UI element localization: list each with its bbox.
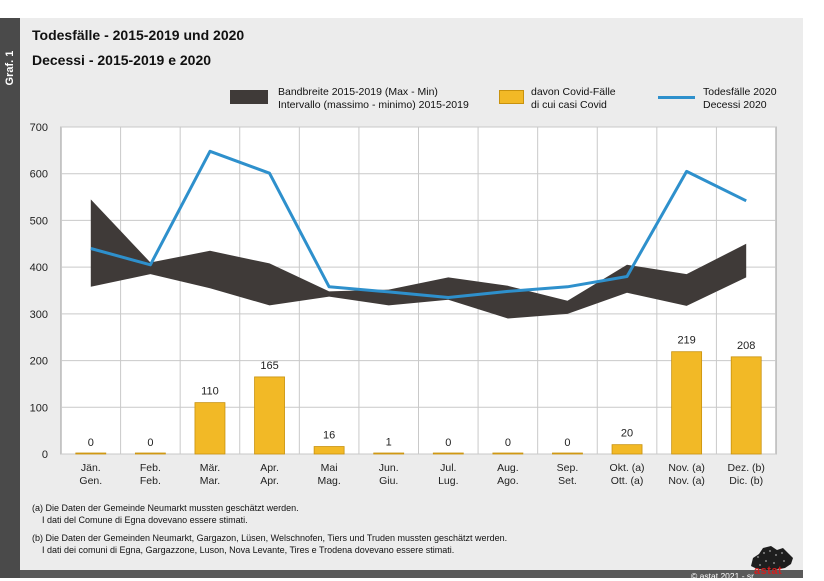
covid-bar-label: 219 xyxy=(677,335,695,347)
x-tick-label-de: Dez. (b) xyxy=(728,462,765,474)
footnote-a: (a) Die Daten der Gemeinde Neumarkt muss… xyxy=(32,502,299,526)
covid-bar xyxy=(254,376,285,455)
chart-title-german: Todesfälle - 2015-2019 und 2020 xyxy=(32,27,245,43)
covid-bar xyxy=(134,452,166,455)
x-tick-label-de: Jul. xyxy=(440,462,456,474)
x-tick-label-it: Lug. xyxy=(438,475,458,487)
x-tick-label-it: Gen. xyxy=(79,475,102,487)
legend-label-deaths-it: Decessi 2020 xyxy=(703,99,767,111)
covid-bar xyxy=(432,452,464,455)
x-tick-label-it: Ott. (a) xyxy=(611,475,644,487)
x-tick-label-it: Giu. xyxy=(379,475,398,487)
astat-logo xyxy=(751,546,793,570)
x-tick-label-de: Nov. (a) xyxy=(668,462,705,474)
y-tick-label: 500 xyxy=(30,215,48,227)
covid-bar xyxy=(611,444,643,455)
footnote-b-it: I dati dei comuni di Egna, Gargazzone, L… xyxy=(42,545,455,555)
footnote-b: (b) Die Daten der Gemeinden Neumarkt, Ga… xyxy=(32,532,507,556)
deaths-2020-line xyxy=(90,149,747,299)
covid-bar-label: 0 xyxy=(88,437,94,449)
x-tick-label-it: Nov. (a) xyxy=(668,475,705,487)
footer-bar xyxy=(20,570,803,578)
covid-bar-label: 16 xyxy=(323,430,335,442)
x-tick-label-de: Okt. (a) xyxy=(610,462,645,474)
y-tick-label: 0 xyxy=(42,449,48,461)
covid-bar-label: 208 xyxy=(737,340,755,352)
legend-label-covid: davon Covid-Fälle di cui casi Covid xyxy=(531,86,616,112)
x-tick-label-it: Ago. xyxy=(497,475,519,487)
x-tick-label-de: Jän. xyxy=(81,462,101,474)
legend-label-range: Bandbreite 2015-2019 (Max - Min) Interva… xyxy=(278,86,469,112)
covid-bar xyxy=(671,351,703,455)
y-tick-label: 200 xyxy=(30,356,48,368)
covid-bar-label: 0 xyxy=(564,437,570,449)
footnote-a-it: I dati del Comune di Egna dovevano esser… xyxy=(42,515,248,525)
covid-bar xyxy=(194,402,226,455)
legend-swatch-deaths xyxy=(658,96,695,99)
legend-label-range-de: Bandbreite 2015-2019 (Max - Min) xyxy=(278,86,438,98)
x-tick-label-it: Dic. (b) xyxy=(729,475,763,487)
y-tick-label: 600 xyxy=(30,169,48,181)
x-tick-label-de: Sep. xyxy=(557,462,579,474)
legend-label-range-it: Intervallo (massimo - minimo) 2015-2019 xyxy=(278,99,469,111)
x-tick-label-it: Set. xyxy=(558,475,577,487)
legend-label-covid-de: davon Covid-Fälle xyxy=(531,86,616,98)
covid-bar xyxy=(492,452,524,455)
covid-bar-label: 0 xyxy=(505,437,511,449)
footnote-b-de: (b) Die Daten der Gemeinden Neumarkt, Ga… xyxy=(32,533,508,543)
covid-bar xyxy=(75,452,107,455)
legend-label-deaths-de: Todesfälle 2020 xyxy=(703,86,777,98)
legend-swatch-covid xyxy=(499,90,524,104)
covid-bar-label: 0 xyxy=(147,437,153,449)
y-tick-label: 100 xyxy=(30,402,48,414)
x-tick-label-it: Apr. xyxy=(260,475,279,487)
astat-logo-text: astat xyxy=(754,565,783,577)
chart-title-italian: Decessi - 2015-2019 e 2020 xyxy=(32,52,212,68)
x-tick-label-de: Apr. xyxy=(260,462,279,474)
covid-bar xyxy=(373,452,405,455)
side-tab: Graf. 1 xyxy=(0,18,20,578)
covid-bar-label: 1 xyxy=(386,437,392,449)
legend-swatch-range xyxy=(230,90,268,104)
x-tick-label-de: Feb. xyxy=(140,462,161,474)
legend-label-deaths: Todesfälle 2020 Decessi 2020 xyxy=(703,86,777,112)
x-tick-label-it: Mag. xyxy=(317,475,340,487)
legend-label-covid-it: di cui casi Covid xyxy=(531,99,607,111)
range-band-area xyxy=(90,199,747,319)
footnote-a-de: (a) Die Daten der Gemeinde Neumarkt muss… xyxy=(32,503,299,513)
x-tick-label-de: Mai xyxy=(321,462,338,474)
x-tick-label-de: Aug. xyxy=(497,462,519,474)
copyright-credit: © astat 2021 - sr xyxy=(691,571,754,581)
x-tick-label-de: Mär. xyxy=(200,462,220,474)
x-tick-label-de: Jun. xyxy=(379,462,399,474)
y-tick-label: 300 xyxy=(30,309,48,321)
y-tick-label: 400 xyxy=(30,262,48,274)
covid-bar xyxy=(313,446,345,455)
covid-bar-label: 0 xyxy=(445,437,451,449)
covid-bar-label: 110 xyxy=(201,386,219,398)
covid-bar xyxy=(730,356,762,455)
x-tick-label-it: Mar. xyxy=(200,475,220,487)
covid-bar xyxy=(552,452,583,455)
x-tick-label-it: Feb. xyxy=(140,475,161,487)
covid-bar-label: 20 xyxy=(621,428,633,440)
covid-bar-label: 165 xyxy=(260,360,278,372)
y-tick-label: 700 xyxy=(30,122,48,134)
